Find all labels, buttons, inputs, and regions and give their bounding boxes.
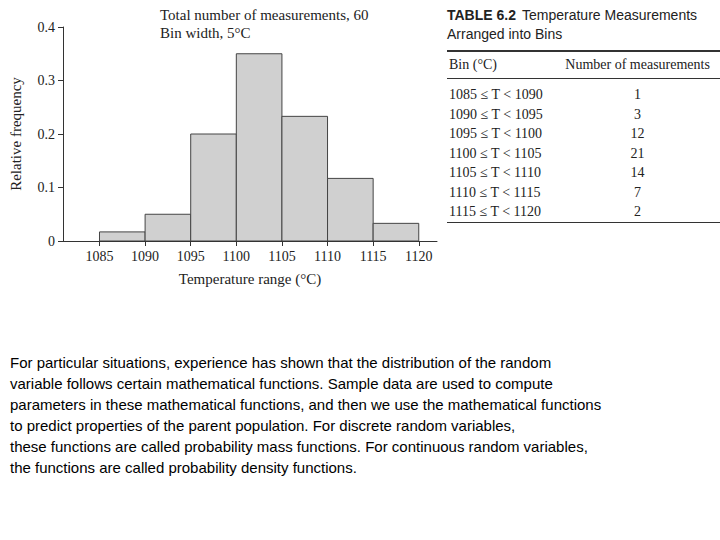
html-text:1110 ≤ T < 1115: 1110 ≤ T < 1115 <box>449 184 541 200</box>
svg-text:0.1: 0.1 <box>38 180 56 195</box>
svg-text:1095: 1095 <box>177 249 205 264</box>
svg-text:1110: 1110 <box>314 249 341 264</box>
html-text:Temperature Measurements Arran: Temperature Measurements Arranged into B… <box>447 7 698 42</box>
html-text:1090 ≤ T < 1095: 1090 ≤ T < 1095 <box>449 106 543 122</box>
html-text:1085 ≤ T < 1090: 1085 ≤ T < 1090 <box>449 87 543 102</box>
svg-text:1100: 1100 <box>223 249 250 264</box>
html-text:the functions are called proba: the functions are called probability den… <box>10 459 357 476</box>
html-text:2: 2 <box>634 204 642 219</box>
html-text:12: 12 <box>630 126 645 141</box>
svg-text:Relative frequency: Relative frequency <box>8 77 24 191</box>
html-text:variable follows certain mathe: variable follows certain mathematical fu… <box>10 375 553 392</box>
html-text:Number of measurements: Number of measurements <box>565 57 710 72</box>
svg-text:1085: 1085 <box>85 249 113 264</box>
svg-text:0.3: 0.3 <box>38 73 56 88</box>
html-text:parameters in these mathematic: parameters in these mathematical functio… <box>10 396 602 413</box>
html-text:Bin (°C): Bin (°C) <box>449 57 497 72</box>
svg-text:Total number of measurements,: Total number of measurements, 60 <box>160 7 368 23</box>
html-text:TABLE 6.2: TABLE 6.2 <box>447 7 516 23</box>
html-text:to predict properties of the p: to predict properties of the parent popu… <box>10 417 516 434</box>
html-text:1105 ≤ T < 1110: 1105 ≤ T < 1110 <box>449 165 542 180</box>
svg-text:0.4: 0.4 <box>38 20 56 35</box>
svg-text:1090: 1090 <box>131 249 159 264</box>
svg-text:1115: 1115 <box>360 249 387 264</box>
html-text:1095 ≤ T < 1100: 1095 ≤ T < 1100 <box>449 126 543 141</box>
svg-text:1120: 1120 <box>405 249 432 264</box>
html-text:14: 14 <box>630 165 645 180</box>
svg-text:0.2: 0.2 <box>38 127 56 142</box>
html-text:21: 21 <box>630 145 645 161</box>
html-text:1115 ≤ T < 1120: 1115 ≤ T < 1120 <box>449 204 542 219</box>
svg-text:Bin width, 5°C: Bin width, 5°C <box>160 25 251 41</box>
html-text:3: 3 <box>634 106 642 122</box>
svg-text:0: 0 <box>48 234 55 249</box>
html-text:1100 ≤ T < 1105: 1100 ≤ T < 1105 <box>449 145 542 161</box>
html-text:1: 1 <box>634 87 642 102</box>
html-text:7: 7 <box>634 184 642 200</box>
svg-text:Temperature range (°C): Temperature range (°C) <box>179 271 321 288</box>
html-text:these functions are called pro: these functions are called probability m… <box>10 438 588 455</box>
svg-text:1105: 1105 <box>268 249 295 264</box>
html-text:For particular situations, exp: For particular situations, experience ha… <box>10 354 552 371</box>
